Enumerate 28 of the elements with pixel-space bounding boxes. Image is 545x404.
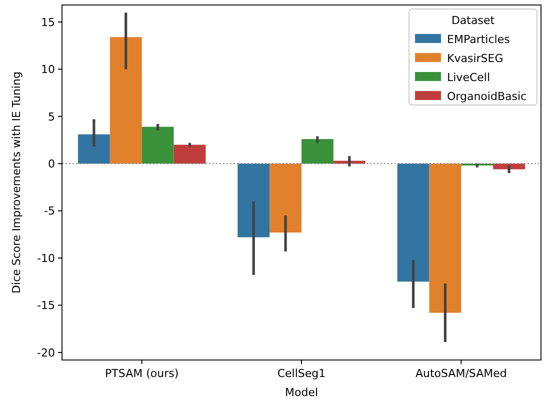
legend-label: LiveCell: [447, 70, 490, 84]
bar: [302, 139, 334, 164]
y-axis-title: Dice Score Improvements with IE Tuning: [10, 72, 23, 294]
bar: [429, 164, 462, 313]
y-tick-label: 15: [41, 16, 55, 29]
bar: [78, 134, 110, 164]
y-tick-label: -5: [44, 204, 55, 218]
legend-label: KvasirSEG: [447, 52, 504, 65]
legend-title: Dataset: [451, 14, 496, 27]
x-tick-label: CellSeg1: [277, 367, 326, 380]
legend-label: EMParticles: [447, 32, 510, 46]
bar: [238, 164, 270, 238]
x-tick-label: AutoSAM/SAMed: [415, 367, 507, 380]
bar: [270, 164, 302, 233]
bar: [493, 164, 526, 170]
y-tick-label: -10: [37, 252, 55, 265]
y-tick-label: -15: [37, 299, 55, 312]
y-tick-label: 0: [48, 157, 55, 170]
x-tick-label: PTSAM (ours): [105, 367, 179, 380]
bar: [397, 164, 430, 282]
bar: [174, 144, 206, 164]
bar: [142, 126, 174, 164]
y-tick-label: -20: [37, 346, 55, 360]
bar: [110, 37, 142, 164]
x-axis-title: Model: [284, 386, 318, 399]
y-tick-label: 10: [41, 63, 55, 76]
legend-label: OrganoidBasic: [447, 90, 527, 103]
y-tick-label: 5: [48, 110, 55, 124]
